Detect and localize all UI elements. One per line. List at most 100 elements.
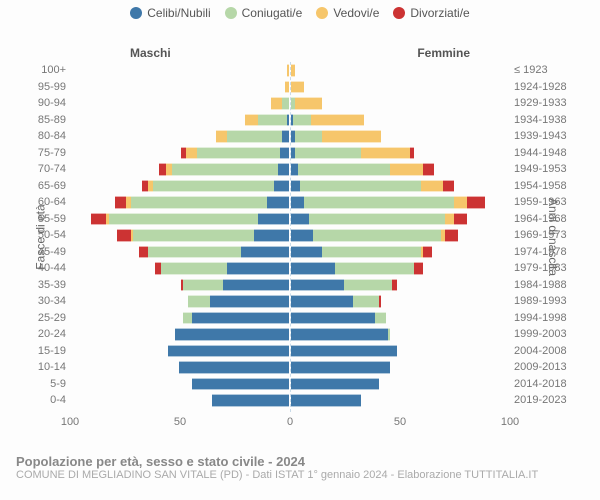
x-axis-tick: 100 [61,416,79,428]
age-label: 55-59 [24,211,66,228]
bar-segment [183,312,192,325]
bar-segment [287,64,289,77]
birth-year-label: 2019-2023 [514,392,578,409]
bar-male [115,196,290,209]
bar-female [290,114,364,127]
x-axis: 10050050100 [70,416,510,434]
bar-segment [285,81,289,94]
bar-segment [223,279,289,292]
bar-segment [291,64,295,77]
birth-year-label: 1974-1978 [514,244,578,261]
pyramid-row: 40-441979-1983 [70,260,510,277]
bar-segment [304,196,454,209]
bar-male [175,328,290,341]
bar-segment [421,180,443,193]
bar-segment [117,229,130,242]
bar-segment [291,163,298,176]
age-label: 25-29 [24,310,66,327]
bar-segment [280,147,289,160]
bar-segment [300,180,421,193]
birth-year-label: 1994-1998 [514,310,578,327]
bar-male [183,312,290,325]
bar-segment [291,180,300,193]
bar-female [290,295,381,308]
pyramid-row: 45-491974-1978 [70,244,510,261]
bar-segment [295,130,321,143]
bar-segment [131,196,267,209]
bar-segment [309,213,445,226]
birth-year-label: 1969-1973 [514,227,578,244]
bar-segment [291,345,397,358]
pyramid-row: 60-641959-1963 [70,194,510,211]
bar-segment [212,394,289,407]
bar-female [290,130,381,143]
pyramid-row: 35-391984-1988 [70,277,510,294]
bar-segment [287,114,289,127]
chart-footer: Popolazione per età, sesso e stato civil… [0,452,600,485]
bar-segment [148,246,240,259]
pyramid-row: 65-691954-1958 [70,178,510,195]
bar-segment [210,295,289,308]
bar-female [290,246,432,259]
bar-segment [291,262,335,275]
bar-male [245,114,290,127]
bar-segment [175,328,289,341]
bar-segment [467,196,485,209]
age-label: 0-4 [24,392,66,409]
age-label: 85-89 [24,112,66,129]
bar-segment [254,229,289,242]
bar-segment [390,163,423,176]
bar-segment [295,97,321,110]
bar-segment [443,180,454,193]
pyramid-row: 50-541969-1973 [70,227,510,244]
age-label: 35-39 [24,277,66,294]
bar-segment [291,213,309,226]
bar-female [290,262,423,275]
bar-segment [291,246,322,259]
bar-segment [267,196,289,209]
legend-swatch [130,7,142,19]
birth-year-label: 1924-1928 [514,79,578,96]
birth-year-label: 1999-2003 [514,326,578,343]
bar-segment [192,378,289,391]
bar-male [188,295,290,308]
birth-year-label: 1979-1983 [514,260,578,277]
bar-segment [291,279,344,292]
bar-male [181,147,290,160]
bar-segment [375,312,386,325]
pyramid-row: 95-991924-1928 [70,79,510,96]
bar-male [117,229,290,242]
bar-male [168,345,290,358]
bar-male [179,361,290,374]
age-label: 95-99 [24,79,66,96]
bar-segment [216,130,227,143]
bar-male [216,130,290,143]
pyramid-row: 75-791944-1948 [70,145,510,162]
legend-label: Coniugati/e [242,6,303,20]
bar-segment [335,262,414,275]
pyramid-row: 20-241999-2003 [70,326,510,343]
bar-segment [293,114,311,127]
bar-female [290,394,361,407]
pyramid-row: 25-291994-1998 [70,310,510,327]
legend-label: Divorziati/e [410,6,469,20]
plot-area: 100+≤ 192395-991924-192890-941929-193385… [70,62,510,412]
bar-segment [188,295,210,308]
bar-segment [291,229,313,242]
bar-male [159,163,290,176]
bar-segment [271,97,282,110]
birth-year-label: 1959-1963 [514,194,578,211]
bar-female [290,196,485,209]
pyramid-row: 90-941929-1933 [70,95,510,112]
pyramid-row: 0-42019-2023 [70,392,510,409]
bar-segment [291,378,379,391]
bar-segment [192,312,289,325]
birth-year-label: 1944-1948 [514,145,578,162]
age-label: 45-49 [24,244,66,261]
bar-female [290,345,397,358]
birth-year-label: 1989-1993 [514,293,578,310]
age-label: 50-54 [24,227,66,244]
birth-year-label: 1964-1968 [514,211,578,228]
age-label: 90-94 [24,95,66,112]
bar-female [290,229,458,242]
